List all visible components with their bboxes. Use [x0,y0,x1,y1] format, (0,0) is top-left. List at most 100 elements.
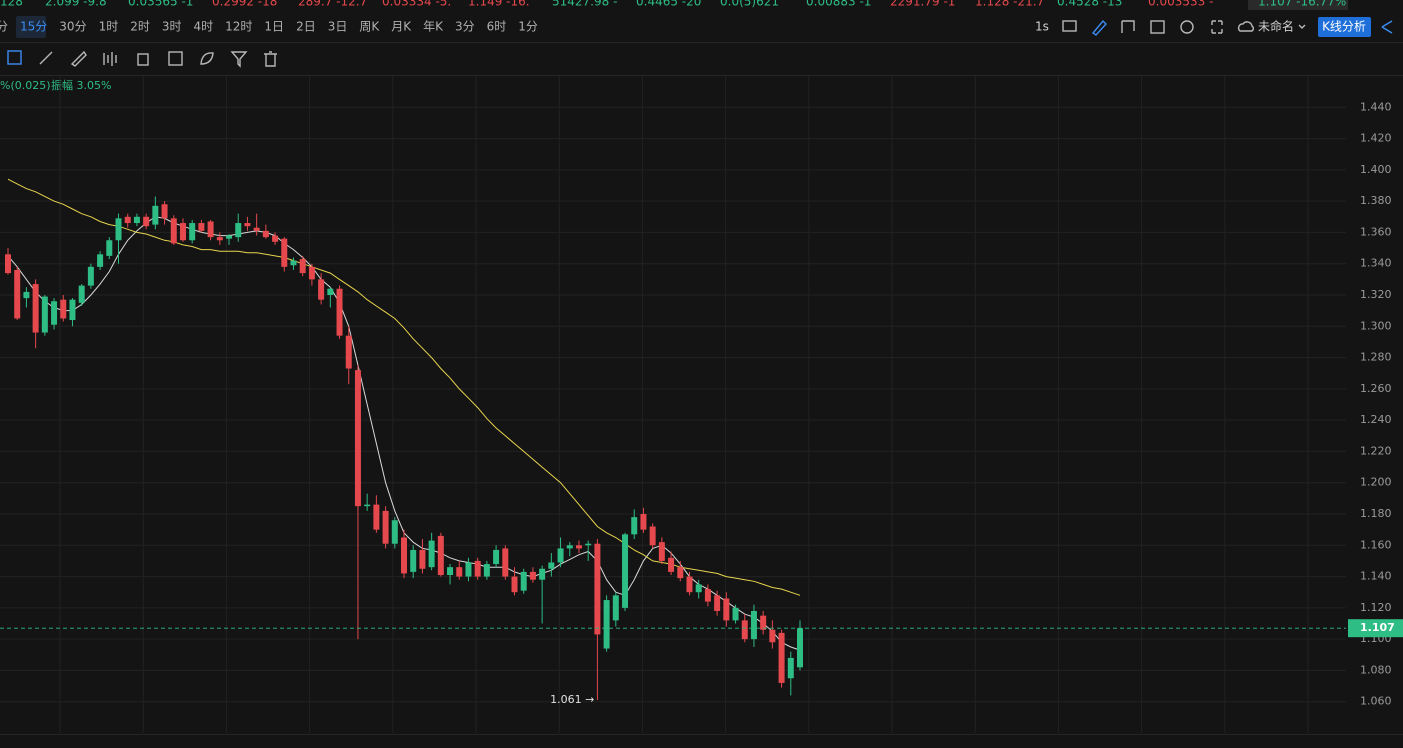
candle-body [299,259,306,274]
chevron-icon[interactable] [1298,24,1306,29]
settings-icon[interactable] [1180,20,1194,34]
cursor-tool[interactable] [7,50,22,65]
timeframe-tab[interactable]: 周K [359,20,380,34]
timeframe-tab[interactable]: 4时 [194,20,214,34]
candle-body [124,216,131,224]
y-tick-label: 1.200 [1360,476,1392,489]
candle-body [603,600,610,649]
candle-body [741,620,748,640]
candle-body [640,514,647,530]
candle-body [198,223,205,231]
note-tool[interactable] [168,51,183,66]
ticker-item: 2291.79 -1 [890,0,955,9]
delete-tool[interactable] [264,51,277,67]
candle-body [244,223,251,227]
timeframe-tab[interactable]: 1时 [99,20,119,34]
analysis-button[interactable]: K线分析 [1322,20,1366,34]
timeframe-tab[interactable]: 15分 [20,20,47,34]
brush-tool[interactable] [200,52,214,65]
candle-body [78,285,85,303]
candle-body [226,235,233,239]
y-tick-label: 1.440 [1360,100,1392,113]
candle-body [87,266,94,286]
candle-body [401,537,407,574]
candle-body [327,288,334,295]
candle-body [382,510,389,544]
candle-body [539,568,546,580]
y-tick-label: 1.240 [1360,413,1392,426]
selected-tab-bg [16,16,46,38]
candle-body [474,560,481,577]
candle-body [529,571,536,580]
measure-tool[interactable] [137,53,149,66]
candle-body [732,607,739,621]
candle-body [778,632,785,683]
timeframe-tab[interactable]: 3分 [455,20,475,34]
candle-body [207,221,214,238]
timeframe-tab[interactable]: 分 [0,20,8,34]
ticker-item: 1.107 -16.77% [1258,0,1346,9]
candle-body [51,301,58,325]
pen-tool[interactable] [70,50,87,67]
ticker-item: 0.4528 -13 [1057,0,1122,9]
y-tick-label: 1.220 [1360,444,1392,457]
candle-body [32,284,39,333]
analysis-button-bg[interactable] [1318,17,1371,37]
y-tick-label: 1.060 [1360,695,1392,708]
timeframe-tab[interactable]: 月K [391,20,412,34]
candle-body [750,610,757,640]
candle-body [41,296,48,333]
candle-body [262,230,269,238]
candle-body [179,223,186,241]
last-price-label: 1.107 [1360,621,1395,634]
filter-tool[interactable] [230,51,248,68]
candle-body [566,545,573,549]
candle-body [410,549,417,572]
share-icon[interactable] [1381,20,1393,34]
ticker-item: 0.0(5)621 [720,0,779,9]
candle-body [686,576,693,593]
candle-body [456,567,463,577]
candle-body [428,540,435,568]
layout-icon[interactable] [1121,20,1135,33]
candle-body [272,235,279,242]
candle-body [235,223,242,238]
info-change: %(0.025) [0,79,51,92]
cloud-icon[interactable] [1237,21,1254,32]
pattern-tool[interactable] [103,52,117,66]
y-tick-label: 1.300 [1360,319,1392,332]
save-icon[interactable] [1150,20,1165,34]
fullscreen-icon[interactable] [1211,20,1223,34]
edit-icon[interactable] [1091,19,1107,36]
candle-body [714,595,721,611]
candle-body [253,227,260,231]
timeframe-tab[interactable]: 1日 [264,20,284,34]
candle-body [631,517,638,535]
timeframe-tab[interactable]: 6时 [487,20,507,34]
interval-label[interactable]: 1s [1035,20,1049,34]
ticker-highlight [1248,0,1348,10]
ticker-item: 0.03334 -5. [382,0,451,9]
candle-body [797,628,803,668]
candle-body [60,299,67,319]
ticker-item: 128 [0,0,23,9]
timeframe-tab[interactable]: 12时 [225,20,252,34]
layout-name[interactable]: 未命名 [1258,19,1294,34]
candle-body [483,564,490,577]
candle-body [345,335,352,369]
low-annotation: 1.061 → [550,693,594,706]
line-tool[interactable] [39,51,53,65]
timeframe-tab[interactable]: 3日 [328,20,348,34]
candle-body [437,535,444,576]
timeframe-tab[interactable]: 年K [423,20,444,34]
candle-body [5,254,11,274]
camera-icon[interactable] [1062,20,1077,32]
timeframe-tab[interactable]: 2时 [130,20,150,34]
candle-body [308,266,315,280]
timeframe-tab[interactable]: 3时 [162,20,182,34]
timeframe-tab[interactable]: 2日 [296,20,316,34]
candle-body [170,218,177,244]
ticker-item: 0.2992 -18 [212,0,277,9]
timeframe-tab[interactable]: 30分 [59,20,86,34]
timeframe-tab[interactable]: 1分 [518,20,538,34]
